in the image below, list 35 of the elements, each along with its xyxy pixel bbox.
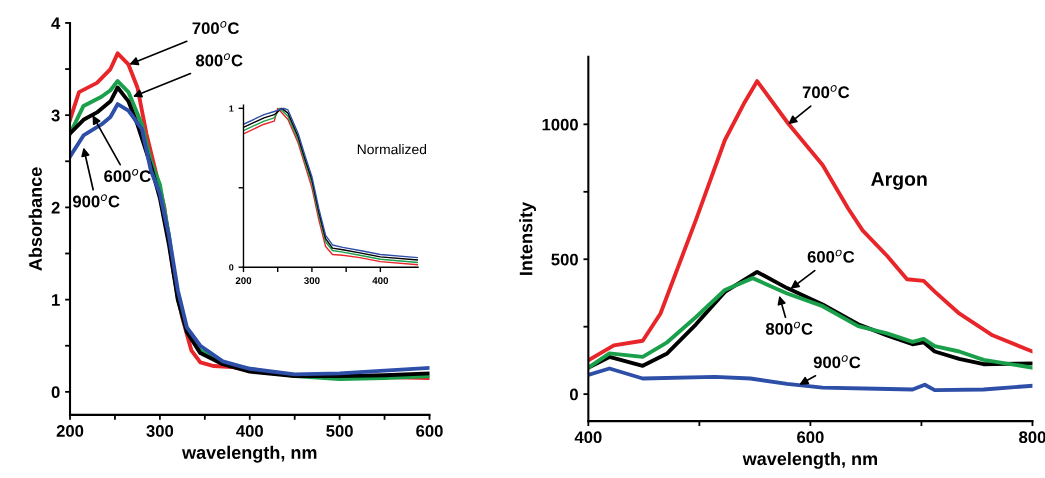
x-axis-title: wavelength, nm: [742, 451, 877, 469]
y-tick-label: 500: [551, 253, 578, 266]
x-tick-label: 200: [56, 425, 84, 437]
y-tick-label: 0: [229, 264, 234, 271]
x-tick-label: 300: [304, 277, 320, 285]
annotation: Normalized: [357, 144, 427, 155]
x-tick-label: 800: [1019, 431, 1045, 444]
x-tick-label: 400: [236, 425, 263, 437]
annotation: 900$^{o}$C: [813, 355, 861, 369]
x-axis-title: wavelength, nm: [181, 445, 317, 463]
annotation: 800$^{o}$C: [765, 321, 813, 335]
y-axis-title: Absorbance: [28, 167, 42, 271]
annotation: 700$^{o}$C: [802, 85, 850, 99]
annotation: 800$^{o}$C: [195, 53, 243, 67]
y-tick-label: 4: [51, 17, 61, 29]
y-tick-label: 1: [229, 105, 234, 112]
annotation: 600$^{o}$C: [807, 249, 855, 263]
y-tick-label: 1000: [542, 118, 578, 131]
y-tick-label: 1: [52, 294, 60, 306]
y-tick-label: 0: [570, 388, 578, 401]
annotation: 900$^{o}$C: [72, 194, 120, 208]
y-tick-label: 3: [51, 109, 60, 122]
x-tick-label: 500: [326, 425, 353, 437]
x-tick-label: 600: [416, 425, 443, 437]
annotation: Argon: [871, 172, 927, 190]
y-tick-label: 2: [51, 201, 60, 214]
y-tick-label: 0: [51, 386, 60, 399]
x-tick-label: 400: [574, 431, 602, 444]
x-tick-label: 200: [235, 277, 252, 285]
x-tick-label: 400: [372, 277, 389, 285]
x-tick-label: 300: [146, 425, 174, 437]
y-axis-title: Intensity: [519, 201, 536, 275]
x-tick-label: 600: [797, 431, 824, 444]
annotation: 700$^{o}$C: [192, 21, 239, 35]
annotation: 600$^{o}$C: [104, 168, 151, 183]
